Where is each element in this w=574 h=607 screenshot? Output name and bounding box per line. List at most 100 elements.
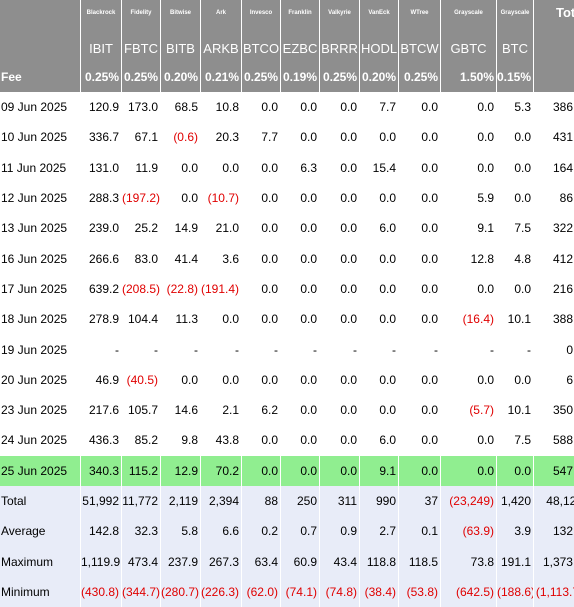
flow-value: 0.0 <box>320 152 359 183</box>
table-row-highlighted: 25 Jun 2025 340.3 115.2 12.9 70.2 0.0 0.0 0.0 9.… <box>0 455 574 486</box>
summary-value: 2,119 <box>161 485 200 517</box>
row-total: 86.3 <box>534 182 574 214</box>
fee-value: 0.25% <box>399 62 440 92</box>
flow-value: 115.2 <box>122 455 160 486</box>
total-header: Total <box>534 0 574 26</box>
flow-value: 70.2 <box>201 455 241 486</box>
flow-value: 4.8 <box>497 243 533 274</box>
flow-value: 9.1 <box>441 213 496 244</box>
flow-value: 0.0 <box>441 425 496 456</box>
summary-value: 118.8 <box>360 546 398 577</box>
fee-value: 0.25% <box>122 62 160 92</box>
row-total: 6.4 <box>534 364 574 395</box>
flow-value: 12.9 <box>161 455 200 486</box>
flow-value: 336.7 <box>81 122 121 153</box>
summary-row: Total 51,992 11,772 2,119 2,394 88 250 311 990 37… <box>0 485 574 517</box>
summary-value: (23,249) <box>441 485 496 517</box>
row-date: 19 Jun 2025 <box>0 334 80 365</box>
row-date: 18 Jun 2025 <box>0 304 80 335</box>
summary-value: 1,420 <box>497 485 533 517</box>
summary-value: 88 <box>242 485 280 517</box>
row-total: 388.3 <box>534 304 574 335</box>
flow-value: 0.0 <box>281 455 319 486</box>
flow-value: 0.0 <box>281 394 319 426</box>
table-row: 18 Jun 2025 278.9 104.4 11.3 0.0 0.0 0.0 0.0 0.0… <box>0 304 574 335</box>
flow-value: 0.0 <box>320 425 359 456</box>
flow-value: 0.0 <box>281 364 319 395</box>
summary-value: 0.1 <box>399 516 440 547</box>
flow-value: 239.0 <box>81 213 121 244</box>
flow-value: 104.4 <box>122 304 160 335</box>
summary-label: Minimum <box>0 576 80 607</box>
row-total: 386.2 <box>534 92 574 123</box>
fee-total-cell <box>534 62 574 92</box>
flow-value: 0.0 <box>399 92 440 123</box>
provider-name: WTree <box>399 0 440 26</box>
flow-value: (0.6) <box>161 122 200 153</box>
flow-value: 0.0 <box>360 364 398 395</box>
flow-value: 21.0 <box>201 213 241 244</box>
table-row: 24 Jun 2025 436.3 85.2 9.8 43.8 0.0 0.0 0.0 6.0 0… <box>0 425 574 456</box>
flow-value: 3.6 <box>201 243 241 274</box>
flow-value: 0.0 <box>360 304 398 335</box>
row-date: 25 Jun 2025 <box>0 455 80 486</box>
flow-value: (5.7) <box>441 394 496 426</box>
summary-value: 267.3 <box>201 546 241 577</box>
flow-value: 0.0 <box>320 304 359 335</box>
flow-value: 0.0 <box>441 152 496 183</box>
table-row: 11 Jun 2025 131.0 11.9 0.0 0.0 0.0 6.3 0.0 15.4 0… <box>0 152 574 183</box>
flow-value: 0.0 <box>242 243 280 274</box>
flow-value: 20.3 <box>201 122 241 153</box>
summary-value: (280.7) <box>161 576 200 607</box>
flow-value: 6.2 <box>242 394 280 426</box>
flow-value: 11.9 <box>122 152 160 183</box>
row-total: 588.6 <box>534 425 574 456</box>
row-date: 12 Jun 2025 <box>0 182 80 214</box>
summary-value: 2,394 <box>201 485 241 517</box>
flow-value: 0.0 <box>320 213 359 244</box>
fee-value: 0.21% <box>201 62 241 92</box>
flow-value: 9.1 <box>360 455 398 486</box>
flow-value: 0.0 <box>497 364 533 395</box>
summary-value: 0.7 <box>281 516 319 547</box>
summary-value: 3.9 <box>497 516 533 547</box>
flow-value: 7.7 <box>360 92 398 123</box>
row-date: 16 Jun 2025 <box>0 243 80 274</box>
ticker-symbol: BITB <box>161 26 200 62</box>
ticker-symbol: HODL <box>360 26 398 62</box>
flow-value: - <box>201 334 241 365</box>
summary-value: 1,119.9 <box>81 546 121 577</box>
flow-value: 0.0 <box>399 394 440 426</box>
flow-value: - <box>161 334 200 365</box>
summary-value: 0.9 <box>320 516 359 547</box>
summary-value: 250 <box>281 485 319 517</box>
ticker-symbol: BTCO <box>242 26 280 62</box>
flow-value: 0.0 <box>399 364 440 395</box>
summary-value: 118.5 <box>399 546 440 577</box>
flow-value: 0.0 <box>399 213 440 244</box>
flow-value: 0.0 <box>201 304 241 335</box>
flow-value: 0.0 <box>399 182 440 214</box>
summary-label: Average <box>0 516 80 547</box>
flow-value: 10.1 <box>497 304 533 335</box>
flow-value: (191.4) <box>201 273 241 305</box>
fee-value: 0.15% <box>497 62 533 92</box>
ticker-symbol: BTC <box>497 26 533 62</box>
summary-value: (53.8) <box>399 576 440 607</box>
flow-value: 340.3 <box>81 455 121 486</box>
summary-value: 6.6 <box>201 516 241 547</box>
flow-value: 9.8 <box>161 425 200 456</box>
flow-value: 0.0 <box>441 455 496 486</box>
summary-value: 48,124 <box>534 485 574 517</box>
flow-value: (16.4) <box>441 304 496 335</box>
provider-name: VanEck <box>360 0 398 26</box>
flow-value: 0.0 <box>399 152 440 183</box>
flow-value: 0.0 <box>320 243 359 274</box>
flow-value: 105.7 <box>122 394 160 426</box>
row-total: 216.5 <box>534 273 574 305</box>
fee-value: 0.19% <box>281 62 319 92</box>
fee-value: 0.25% <box>242 62 280 92</box>
flow-value: 0.0 <box>242 92 280 123</box>
row-total: 547.7 <box>534 455 574 486</box>
